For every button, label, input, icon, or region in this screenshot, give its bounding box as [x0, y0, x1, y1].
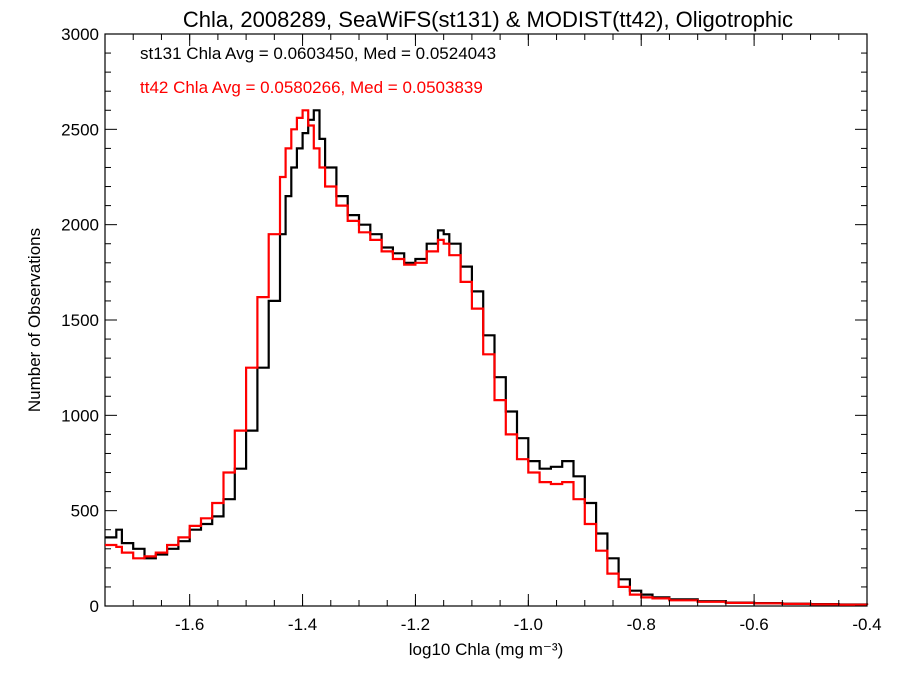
- y-tick-label: 1500: [61, 311, 99, 330]
- ticks-layer: -1.6 -1.4 -1.2 -1.0 -0.8 -0.6 -0.4 0 500 1000 1500…: [61, 25, 881, 634]
- y-axis-label: Number of Observations: [25, 228, 44, 412]
- x-tick-label: -1.2: [401, 615, 430, 634]
- series-st131-line: [105, 109, 869, 606]
- x-tick-label: -0.6: [739, 615, 768, 634]
- series-layer: [105, 109, 869, 606]
- plot-area: [104, 33, 868, 607]
- plot-frame: [104, 33, 868, 607]
- x-tick-label: -0.8: [627, 615, 656, 634]
- y-tick-label: 500: [71, 502, 99, 521]
- x-axis-label: log10 Chla (mg m⁻³): [409, 640, 563, 659]
- y-tick-label: 3000: [61, 25, 99, 44]
- x-tick-label: -1.6: [175, 615, 204, 634]
- y-tick-label: 2500: [61, 120, 99, 139]
- x-tick-label: -0.4: [852, 615, 881, 634]
- annotation-st131: st131 Chla Avg = 0.0603450, Med = 0.0524…: [140, 44, 496, 63]
- x-tick-label: -1.4: [288, 615, 317, 634]
- annotation-tt42: tt42 Chla Avg = 0.0580266, Med = 0.05038…: [140, 78, 483, 97]
- y-tick-label: 1000: [61, 406, 99, 425]
- x-tick-label: -1.0: [514, 615, 543, 634]
- y-tick-label: 0: [90, 597, 99, 616]
- y-tick-label: 2000: [61, 216, 99, 235]
- series-tt42-line: [105, 109, 869, 606]
- chart-title: Chla, 2008289, SeaWiFS(st131) & MODIST(t…: [183, 7, 793, 32]
